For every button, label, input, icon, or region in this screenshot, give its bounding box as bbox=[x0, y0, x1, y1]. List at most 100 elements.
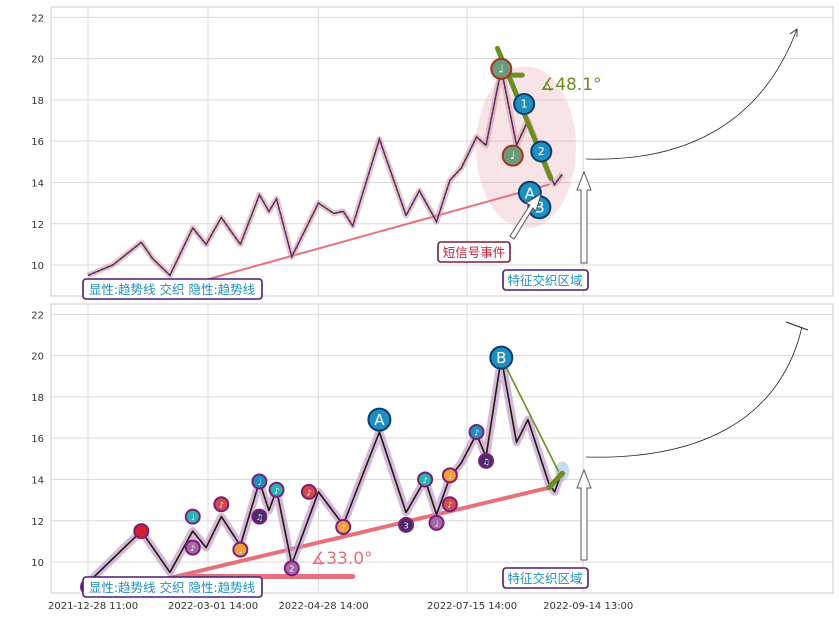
trend-line bbox=[168, 183, 550, 291]
y-tick-label: 12 bbox=[31, 220, 44, 231]
signal-marker-label: ♪ bbox=[341, 523, 346, 532]
x-tick-label: 2021-12-28 11:00 bbox=[48, 601, 138, 612]
top-zone-label: 特征交织区域 bbox=[507, 273, 582, 288]
top-legend-box: 显性:趋势线 交织 隐性:趋势线 bbox=[82, 278, 263, 300]
y-tick-label: 22 bbox=[31, 13, 44, 24]
signal-marker bbox=[283, 560, 300, 577]
bottom-series bbox=[85, 353, 570, 587]
signal-marker bbox=[184, 539, 201, 556]
y-tick-label: 16 bbox=[31, 137, 44, 148]
signal-marker-label: ♩ bbox=[238, 546, 242, 555]
signal-marker bbox=[367, 407, 392, 432]
signal-marker-label: ♫ bbox=[482, 457, 489, 466]
signal-marker bbox=[490, 57, 513, 80]
signal-marker bbox=[513, 93, 536, 116]
top-signal-event-annotation: 短信号事件 bbox=[437, 192, 542, 263]
x-tick-label: 2022-07-15 14:00 bbox=[427, 601, 517, 612]
y-tick-label: 20 bbox=[31, 352, 44, 363]
top-gridlines bbox=[51, 7, 833, 296]
y-tick-label: 18 bbox=[31, 96, 44, 107]
x-axis-tick-labels: 2021-12-28 11:00 2022-03-01 14:00 2022-04-… bbox=[48, 601, 633, 612]
signal-marker bbox=[251, 508, 268, 525]
zigzag-line bbox=[87, 356, 563, 584]
signal-marker bbox=[251, 473, 268, 490]
y-tick-label: 16 bbox=[31, 434, 44, 445]
y-tick-label: 10 bbox=[31, 261, 44, 272]
y-tick-label: 14 bbox=[31, 178, 44, 189]
highlight-zone bbox=[476, 66, 577, 229]
signal-marker bbox=[530, 140, 553, 163]
bottom-gridlines bbox=[51, 304, 833, 593]
signal-marker-label: B bbox=[534, 199, 544, 217]
bottom-forecast-arrow bbox=[585, 326, 803, 458]
signal-marker-label: 3 bbox=[404, 521, 409, 530]
trend-line bbox=[139, 485, 551, 587]
y-tick-label: 18 bbox=[31, 393, 44, 404]
y-tick-label: 14 bbox=[31, 475, 44, 486]
signal-marker bbox=[468, 423, 485, 440]
signal-marker bbox=[300, 483, 317, 500]
signal-marker-label: A bbox=[374, 411, 385, 429]
bottom-y-ticks: 10 12 14 16 18 20 22 bbox=[31, 310, 44, 569]
signal-marker bbox=[478, 452, 495, 469]
signal-marker-label: ♪ bbox=[190, 544, 195, 553]
signal-marker-label: ♪ bbox=[447, 501, 452, 510]
bottom-zone-annotation: 特征交织区域 bbox=[502, 468, 592, 589]
signal-marker-label: ♩ bbox=[191, 513, 195, 522]
signal-marker-label: B bbox=[496, 349, 506, 367]
signal-marker-label: 2 bbox=[289, 565, 294, 574]
x-tick-label: 2022-04-28 14:00 bbox=[278, 601, 368, 612]
signal-marker-label: ♪ bbox=[423, 476, 428, 485]
top-y-ticks: 10 12 14 16 18 20 22 bbox=[31, 13, 44, 272]
signal-marker-label: A bbox=[525, 184, 536, 202]
signal-marker bbox=[232, 541, 249, 558]
bottom-signal-markers: ♩ ♪ ♪ ♩ ♩ ♫ ♪ 2 ♪ ♪ A 3 ♪ ♩ ♪ ♩ ♪ ♫ B bbox=[80, 345, 514, 595]
angle-ref-line bbox=[546, 470, 565, 491]
top-forecast-arrow bbox=[585, 28, 798, 160]
signal-marker-label: ♪ bbox=[219, 501, 224, 510]
signal-marker bbox=[398, 516, 415, 533]
signal-marker-label: ♩ bbox=[448, 472, 452, 481]
signal-marker-label: ♩ bbox=[258, 478, 262, 487]
bottom-zone-arrow-icon bbox=[576, 468, 592, 561]
y-tick-label: 12 bbox=[31, 517, 44, 528]
signal-marker bbox=[417, 471, 434, 488]
top-forecast-arrowhead-icon bbox=[789, 28, 798, 37]
signal-marker-label: 1 bbox=[521, 98, 528, 111]
signal-marker bbox=[184, 508, 201, 525]
signal-marker-label: ♪ bbox=[274, 486, 279, 495]
signal-marker bbox=[428, 514, 445, 531]
top-signal-arrow-icon bbox=[509, 192, 542, 240]
signal-marker-label: ♩ bbox=[435, 519, 439, 528]
signal-marker-label: ♫ bbox=[256, 513, 263, 522]
top-signal-markers: ♩ ♩ 1 2 AB bbox=[490, 57, 553, 220]
top-zone-arrow-icon bbox=[576, 170, 592, 264]
signal-marker bbox=[489, 345, 514, 370]
signal-marker bbox=[268, 481, 285, 498]
bottom-legend-box: 显性:趋势线 交织 隐性:趋势线 bbox=[82, 576, 263, 598]
bottom-panel: 10 12 14 16 18 20 22 ♩ ♪ ♪ ♩ ♩ ♫ ♪ 2 ♪ ♪ A 3 ♪ ♩ ♪ ♩ ♪ ♫ B ∡33.0… bbox=[31, 303, 834, 598]
signal-marker bbox=[441, 496, 458, 513]
y-tick-label: 22 bbox=[31, 310, 44, 321]
y-tick-label: 20 bbox=[31, 55, 44, 66]
signal-marker-label: ♩ bbox=[499, 62, 504, 75]
signal-marker bbox=[441, 467, 458, 484]
top-signal-event-label: 短信号事件 bbox=[443, 245, 506, 260]
top-zone-annotation: 特征交织区域 bbox=[502, 170, 592, 291]
signal-marker-label: ♩ bbox=[510, 149, 515, 162]
bottom-zone-label: 特征交织区域 bbox=[507, 571, 582, 586]
x-tick-label: 2022-03-01 14:00 bbox=[168, 601, 258, 612]
top-legend-text: 显性:趋势线 交织 隐性:趋势线 bbox=[89, 282, 256, 297]
signal-marker-label: ♪ bbox=[474, 428, 479, 437]
bottom-panel-frame bbox=[50, 303, 834, 594]
signal-marker-label: 2 bbox=[538, 145, 545, 158]
x-tick-label: 2022-09-14 13:00 bbox=[543, 601, 633, 612]
bottom-legend-text: 显性:趋势线 交织 隐性:趋势线 bbox=[89, 580, 256, 595]
angle-line bbox=[500, 357, 560, 472]
y-tick-label: 10 bbox=[31, 558, 44, 569]
bottom-forecast-arrowhead-icon bbox=[785, 321, 809, 331]
bottom-angle-label: ∡33.0° bbox=[311, 549, 373, 569]
signal-marker bbox=[335, 518, 352, 535]
